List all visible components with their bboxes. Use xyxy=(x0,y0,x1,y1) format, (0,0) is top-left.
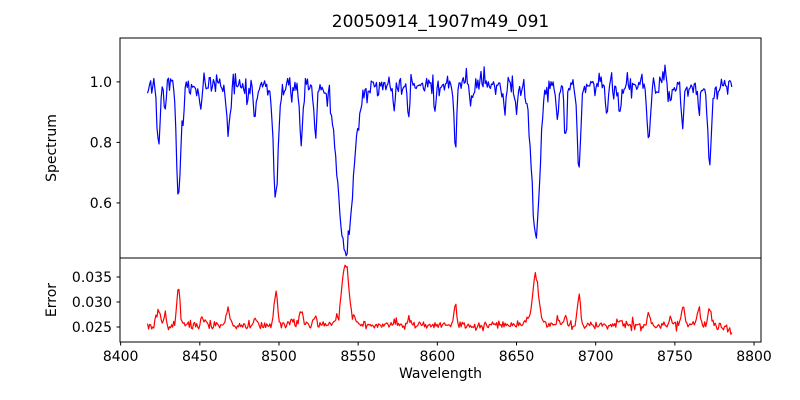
plot-title: 20050914_1907m49_091 xyxy=(331,12,550,32)
wavelength-axis-label: Wavelength xyxy=(398,366,483,382)
y-tick-label: 0.030 xyxy=(72,295,112,311)
x-tick-label: 8500 xyxy=(261,349,297,365)
y-tick-label: 0.025 xyxy=(72,320,112,336)
error-line xyxy=(146,264,733,335)
y-tick-label: 0.8 xyxy=(90,135,112,151)
y-tick-label: 1.0 xyxy=(90,75,112,91)
y-tick-label: 0.6 xyxy=(90,196,112,212)
y-tick-label: 0.035 xyxy=(72,270,112,286)
x-tick-label: 8700 xyxy=(578,349,614,365)
x-tick-label: 8400 xyxy=(103,349,139,365)
error-axis-label: Error xyxy=(44,282,60,318)
x-tick-label: 8750 xyxy=(657,349,693,365)
axes-spines-error xyxy=(119,257,762,343)
x-tick-label: 8600 xyxy=(420,349,456,365)
x-tick-label: 8650 xyxy=(499,349,535,365)
x-tick-label: 8450 xyxy=(182,349,218,365)
x-tick-label: 8550 xyxy=(340,349,376,365)
x-tick-label: 8800 xyxy=(736,349,772,365)
spectrum-axis-label: Spectrum xyxy=(44,114,60,182)
spectrum-line xyxy=(146,64,733,257)
